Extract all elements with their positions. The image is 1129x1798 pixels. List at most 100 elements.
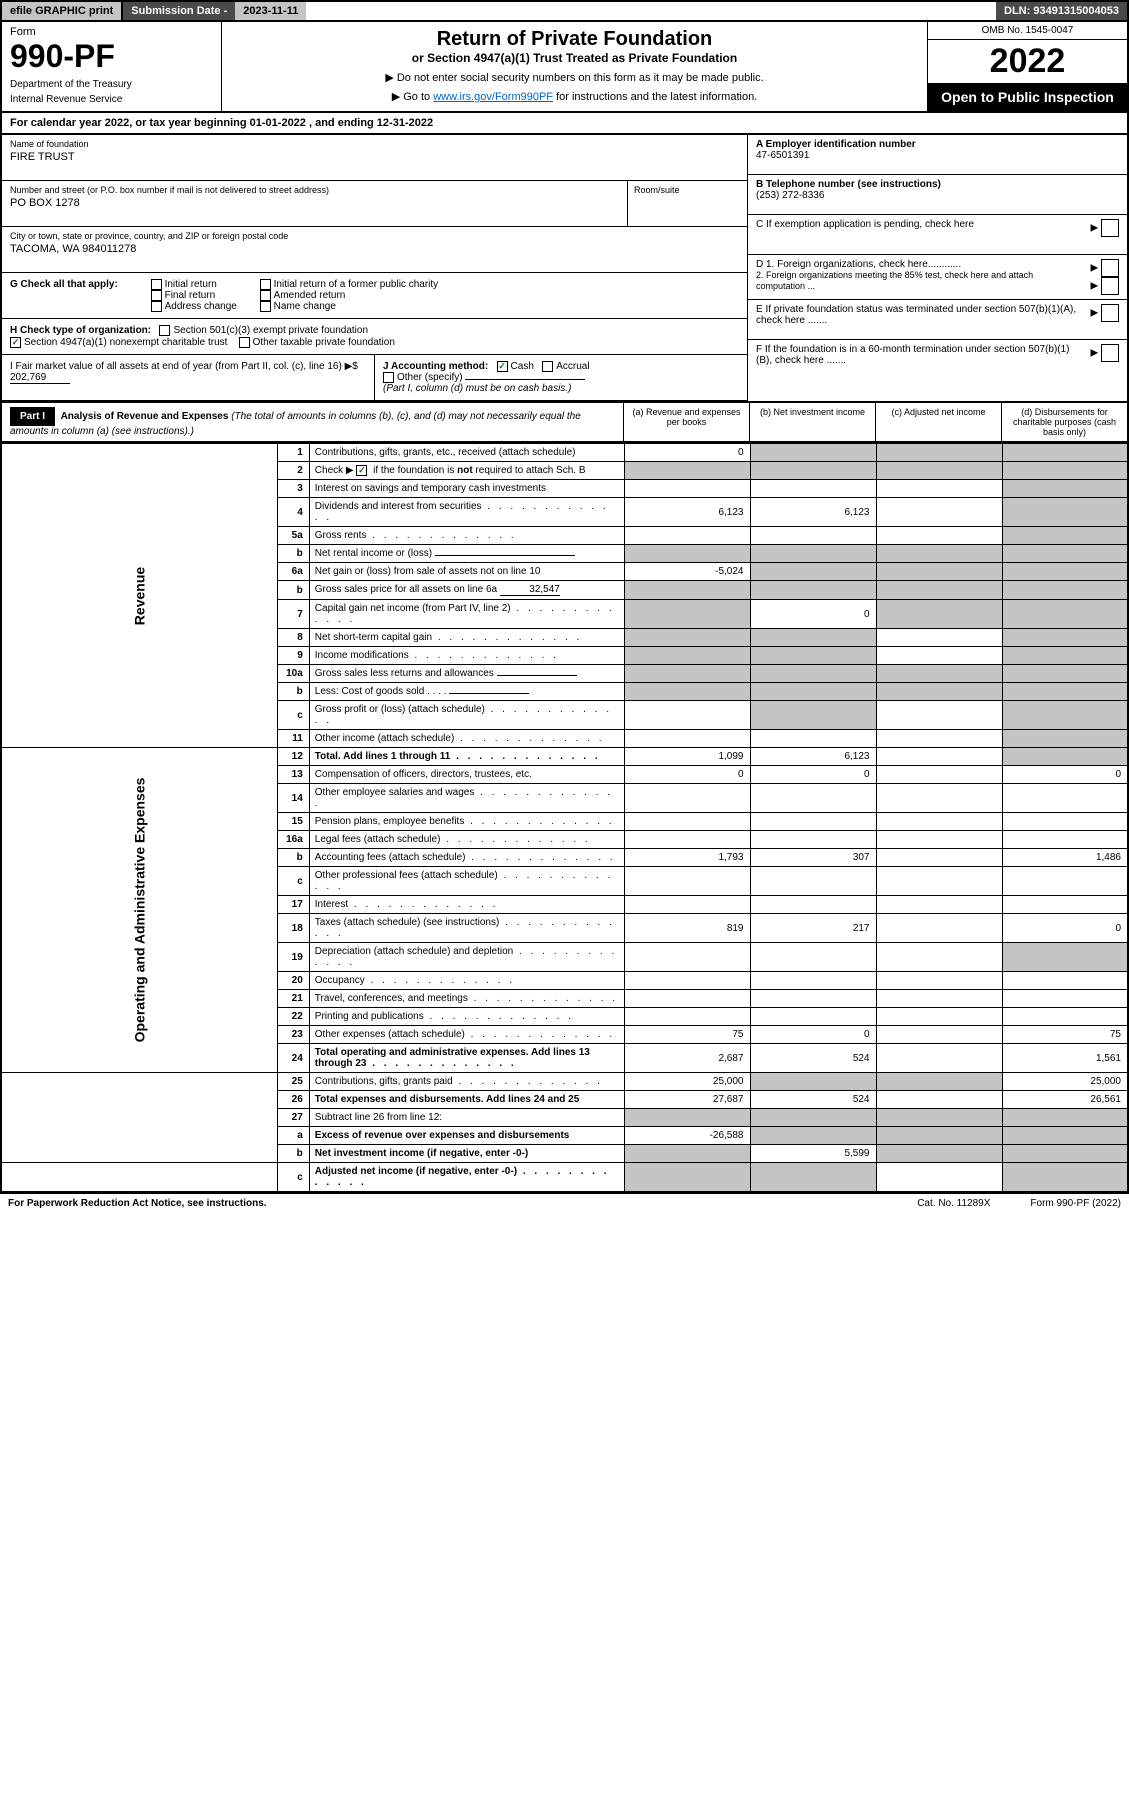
line-18: Taxes (attach schedule) (see instruction… (309, 914, 624, 943)
section-i: I Fair market value of all assets at end… (2, 355, 375, 400)
section-d1: D 1. Foreign organizations, check here..… (756, 259, 961, 270)
c-checkbox[interactable] (1101, 219, 1119, 237)
foundation-name: FIRE TRUST (10, 151, 739, 163)
form-number: 990-PF (10, 38, 213, 75)
line-10b: Less: Cost of goods sold . . . . (309, 683, 624, 701)
d2-checkbox[interactable] (1101, 277, 1119, 295)
tax-year: 2022 (928, 40, 1127, 83)
line-6a: Net gain or (loss) from sale of assets n… (309, 563, 624, 581)
line-23: Other expenses (attach schedule) (309, 1026, 624, 1044)
g-checks: G Check all that apply: Initial return F… (2, 273, 747, 319)
irs-label: Internal Revenue Service (10, 94, 213, 105)
city-state-zip: TACOMA, WA 984011278 (10, 243, 739, 255)
dln: DLN: 93491315004053 (996, 2, 1127, 20)
ein-label: A Employer identification number (756, 139, 916, 150)
line-1: Contributions, gifts, grants, etc., rece… (309, 443, 624, 461)
foundation-name-label: Name of foundation (10, 139, 739, 149)
line-27c: Adjusted net income (if negative, enter … (309, 1163, 624, 1193)
form-subtitle: or Section 4947(a)(1) Trust Treated as P… (228, 51, 921, 65)
submission-date-label: Submission Date - (123, 2, 235, 20)
form-footer: Form 990-PF (2022) (1030, 1198, 1121, 1209)
line-6b: Gross sales price for all assets on line… (309, 581, 624, 600)
line-8: Net short-term capital gain (309, 629, 624, 647)
name-change-checkbox[interactable] (260, 301, 271, 312)
line-11: Other income (attach schedule) (309, 730, 624, 748)
line-27: Subtract line 26 from line 12: (309, 1109, 624, 1127)
initial-former-checkbox[interactable] (260, 279, 271, 290)
other-taxable-checkbox[interactable] (239, 337, 250, 348)
address-change-checkbox[interactable] (151, 301, 162, 312)
calendar-year-line: For calendar year 2022, or tax year begi… (0, 113, 1129, 135)
line-10c: Gross profit or (loss) (attach schedule) (309, 701, 624, 730)
section-j: J Accounting method: Cash Accrual Other … (375, 355, 747, 400)
amended-return-checkbox[interactable] (260, 290, 271, 301)
line-3: Interest on savings and temporary cash i… (309, 480, 624, 498)
line-13: Compensation of officers, directors, tru… (309, 766, 624, 784)
entity-info: Name of foundation FIRE TRUST Number and… (0, 135, 1129, 403)
section-d2: 2. Foreign organizations meeting the 85%… (756, 270, 1033, 291)
line-14: Other employee salaries and wages (309, 784, 624, 813)
line-15: Pension plans, employee benefits (309, 813, 624, 831)
final-return-checkbox[interactable] (151, 290, 162, 301)
phone-value: (253) 272-8336 (756, 190, 824, 201)
line-22: Printing and publications (309, 1008, 624, 1026)
part1-header: Part I Analysis of Revenue and Expenses … (0, 403, 1129, 443)
ein-value: 47-6501391 (756, 150, 809, 161)
form990pf-link[interactable]: www.irs.gov/Form990PF (433, 91, 553, 103)
address-label: Number and street (or P.O. box number if… (10, 185, 627, 195)
form-label: Form (10, 26, 213, 38)
line-26: Total expenses and disbursements. Add li… (309, 1091, 624, 1109)
section-f: F If the foundation is in a 60-month ter… (756, 344, 1083, 366)
phone-label: B Telephone number (see instructions) (756, 179, 941, 190)
part1-title: Analysis of Revenue and Expenses (61, 411, 229, 422)
501c3-checkbox[interactable] (159, 325, 170, 336)
instruction-1: ▶ Do not enter social security numbers o… (228, 71, 921, 84)
4947a1-checkbox[interactable] (10, 337, 21, 348)
initial-return-checkbox[interactable] (151, 279, 162, 290)
line-19: Depreciation (attach schedule) and deple… (309, 943, 624, 972)
line-2: Check ▶ if the foundation is not require… (309, 461, 624, 479)
omb-number: OMB No. 1545-0047 (928, 22, 1127, 40)
cat-number: Cat. No. 11289X (917, 1198, 990, 1209)
line-9: Income modifications (309, 647, 624, 665)
top-bar: efile GRAPHIC print Submission Date - 20… (0, 0, 1129, 22)
h-checks: H Check type of organization: Section 50… (2, 319, 747, 354)
line-16c: Other professional fees (attach schedule… (309, 867, 624, 896)
line-27a: Excess of revenue over expenses and disb… (309, 1127, 624, 1145)
address: PO BOX 1278 (10, 197, 627, 209)
schb-checkbox[interactable] (356, 465, 367, 476)
line-16b: Accounting fees (attach schedule) (309, 849, 624, 867)
line-7: Capital gain net income (from Part IV, l… (309, 600, 624, 629)
col-d-header: (d) Disbursements for charitable purpose… (1001, 403, 1127, 441)
room-suite-label: Room/suite (634, 185, 747, 195)
line-5b: Net rental income or (loss) (309, 545, 624, 563)
accrual-checkbox[interactable] (542, 361, 553, 372)
other-method-checkbox[interactable] (383, 372, 394, 383)
line-5a: Gross rents (309, 527, 624, 545)
e-checkbox[interactable] (1101, 304, 1119, 322)
line-21: Travel, conferences, and meetings (309, 990, 624, 1008)
line-24: Total operating and administrative expen… (309, 1044, 624, 1073)
form-header: Form 990-PF Department of the Treasury I… (0, 22, 1129, 113)
city-label: City or town, state or province, country… (10, 231, 739, 241)
dept-treasury: Department of the Treasury (10, 79, 213, 90)
efile-label[interactable]: efile GRAPHIC print (2, 2, 123, 20)
section-e: E If private foundation status was termi… (756, 304, 1083, 326)
part1-label: Part I (10, 407, 55, 426)
line-4: Dividends and interest from securities (309, 498, 624, 527)
revenue-side-label: Revenue (131, 463, 147, 728)
line-17: Interest (309, 896, 624, 914)
part1-table: Revenue 1Contributions, gifts, grants, e… (0, 443, 1129, 1193)
d1-checkbox[interactable] (1101, 259, 1119, 277)
col-b-header: (b) Net investment income (749, 403, 875, 441)
col-c-header: (c) Adjusted net income (875, 403, 1001, 441)
f-checkbox[interactable] (1101, 344, 1119, 362)
opex-side-label: Operating and Administrative Expenses (131, 778, 147, 1043)
line-16a: Legal fees (attach schedule) (309, 831, 624, 849)
cash-checkbox[interactable] (497, 361, 508, 372)
form-title: Return of Private Foundation (228, 28, 921, 51)
line-12: Total. Add lines 1 through 11 (309, 748, 624, 766)
open-to-public: Open to Public Inspection (928, 83, 1127, 111)
paperwork-notice: For Paperwork Reduction Act Notice, see … (8, 1198, 267, 1209)
line-25: Contributions, gifts, grants paid (309, 1073, 624, 1091)
